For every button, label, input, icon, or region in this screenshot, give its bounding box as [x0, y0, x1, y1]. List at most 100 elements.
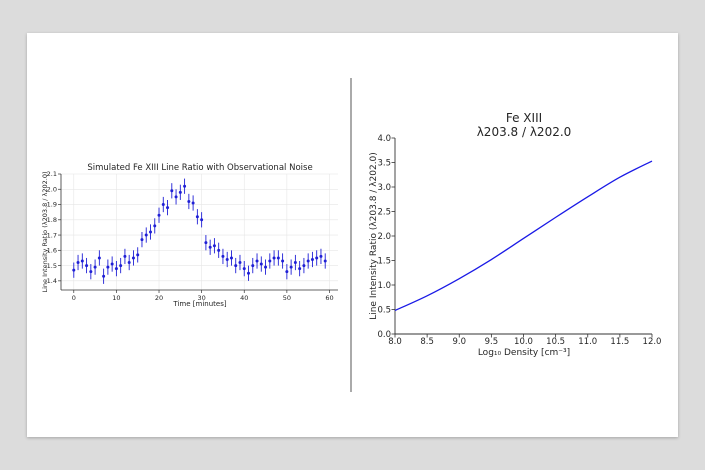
left-data-point — [191, 201, 195, 205]
left-data-point — [289, 265, 293, 269]
left-data-point — [200, 218, 204, 222]
left-y-ticks: 1.4 1.5 1.6 1.7 1.8 1.9 2.0 2.1 — [47, 170, 61, 285]
left-data-point — [144, 233, 148, 237]
left-grid — [61, 173, 338, 290]
left-points — [72, 184, 327, 278]
right-y-tick-label: 2.0 — [377, 232, 391, 242]
right-x-tick-label: 9.0 — [452, 337, 466, 347]
right-y-tick-label: 4.0 — [377, 134, 391, 144]
left-x-tick-label: 60 — [325, 294, 333, 302]
left-data-point — [323, 259, 327, 263]
left-data-point — [131, 256, 135, 260]
right-y-tick-label: 2.5 — [377, 208, 391, 218]
left-data-point — [208, 245, 212, 249]
left-x-tick-label: 10 — [112, 294, 120, 302]
left-data-point — [315, 256, 319, 260]
left-data-point — [157, 213, 161, 217]
left-data-point — [85, 264, 89, 268]
left-data-point — [298, 267, 302, 271]
left-data-point — [302, 264, 306, 268]
right-density-curve — [394, 160, 653, 312]
left-data-point — [72, 268, 76, 272]
left-data-point — [204, 241, 208, 245]
left-x-ticks: 0 10 20 30 40 50 60 — [72, 290, 334, 302]
left-data-point — [80, 259, 84, 263]
right-y-tick-label: 3.0 — [377, 183, 391, 193]
left-data-point — [136, 253, 140, 257]
left-errorbars — [73, 178, 326, 284]
left-chart-title: Simulated Fe XIII Line Ratio with Observ… — [87, 163, 312, 173]
left-data-point — [225, 257, 229, 261]
right-y-tick-label: 0.5 — [377, 306, 391, 316]
right-x-ticks: 8.0 8.5 9.0 9.5 10.0 10.5 11.0 11.5 12.0 — [388, 334, 661, 347]
right-x-tick-label: 11.0 — [578, 337, 597, 347]
left-data-point — [106, 265, 110, 269]
left-data-point — [119, 264, 123, 268]
right-y-tick-label: 1.0 — [377, 281, 391, 291]
left-data-point — [234, 264, 238, 268]
left-x-tick-label: 0 — [72, 294, 76, 302]
left-x-axis-label: Time [minutes] — [172, 300, 226, 308]
right-y-tick-label: 0.0 — [377, 330, 391, 340]
left-y-tick-label: 2.1 — [47, 170, 57, 178]
left-y-tick-label: 1.6 — [47, 247, 57, 255]
right-chart: Fe XIII λ203.8 / λ202.0 8.0 8.5 9.0 9.5 10.0… — [369, 111, 661, 358]
left-data-point — [102, 274, 106, 278]
left-data-point — [153, 224, 157, 228]
left-data-point — [281, 259, 285, 263]
left-y-tick-label: 1.8 — [47, 216, 57, 224]
left-data-point — [272, 256, 276, 260]
left-data-point — [268, 259, 272, 263]
left-data-point — [110, 262, 114, 266]
left-data-point — [114, 267, 118, 271]
left-x-tick-label: 30 — [197, 294, 205, 302]
left-y-tick-label: 1.9 — [47, 201, 57, 209]
left-y-axis-label: Line Intensity Ratio (λ203.8 / λ202.0) — [41, 171, 49, 292]
left-data-point — [221, 254, 225, 258]
left-data-point — [170, 189, 174, 193]
right-x-tick-label: 8.0 — [388, 337, 402, 347]
left-data-point — [229, 256, 233, 260]
left-data-point — [259, 262, 263, 266]
left-data-point — [127, 261, 131, 265]
left-data-point — [255, 259, 259, 263]
left-data-point — [276, 256, 280, 260]
left-data-point — [187, 199, 191, 203]
left-data-point — [195, 215, 199, 219]
right-chart-title-line2: λ203.8 / λ202.0 — [477, 125, 572, 139]
left-data-point — [161, 203, 165, 207]
left-x-tick-label: 40 — [240, 294, 248, 302]
left-data-point — [178, 190, 182, 194]
right-y-ticks: 0.0 0.5 1.0 1.5 2.0 2.5 3.0 3.5 4.0 — [377, 134, 395, 340]
left-data-point — [217, 248, 221, 252]
left-data-point — [319, 254, 323, 258]
left-data-point — [264, 265, 268, 269]
left-data-point — [166, 206, 170, 210]
left-data-point — [212, 244, 216, 248]
left-data-point — [174, 195, 178, 199]
left-data-point — [251, 264, 255, 268]
left-data-point — [285, 270, 289, 274]
right-x-tick-label: 11.5 — [610, 337, 629, 347]
right-x-axis-label: Log₁₀ Density [cm⁻³] — [478, 348, 570, 358]
left-data-point — [242, 267, 246, 271]
left-chart: Simulated Fe XIII Line Ratio with Observ… — [41, 163, 338, 308]
left-data-point — [97, 256, 101, 260]
left-data-point — [148, 230, 152, 234]
right-x-tick-label: 12.0 — [643, 337, 662, 347]
right-y-tick-label: 3.5 — [377, 159, 391, 169]
left-data-point — [140, 238, 144, 242]
left-data-point — [183, 184, 187, 188]
left-y-tick-label: 1.5 — [47, 262, 57, 270]
right-x-tick-label: 10.5 — [546, 337, 565, 347]
left-data-point — [123, 254, 127, 258]
left-x-tick-label: 20 — [155, 294, 163, 302]
right-y-tick-label: 1.5 — [377, 257, 391, 267]
right-chart-title-line1: Fe XIII — [506, 111, 542, 125]
right-y-axis-label: Line Intensity Ratio (λ203.8 / λ202.0) — [369, 152, 379, 320]
left-y-tick-label: 2.0 — [47, 185, 57, 193]
left-data-point — [310, 257, 314, 261]
left-x-tick-label: 50 — [283, 294, 291, 302]
left-y-tick-label: 1.7 — [47, 231, 57, 239]
